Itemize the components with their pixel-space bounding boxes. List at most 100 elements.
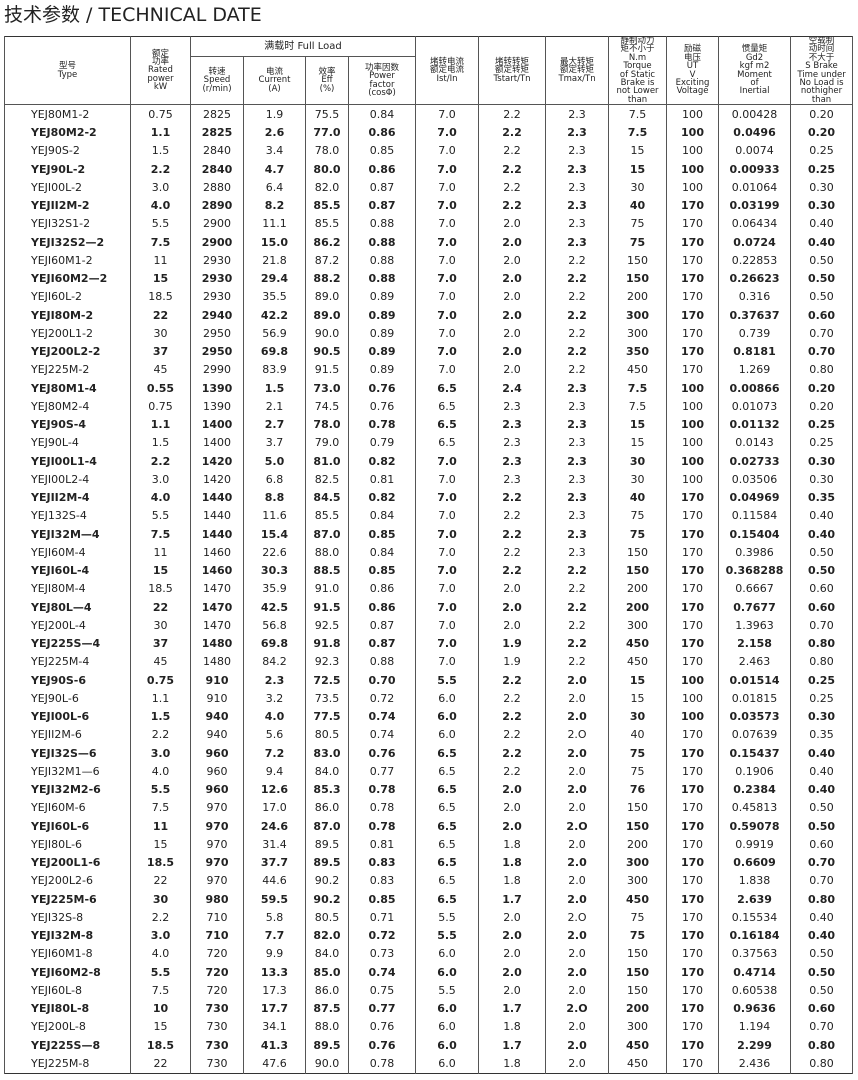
table-row: YEJ132S-4 5.5 1440 11.6 85.5 0.84 7.0 2.2 2.3 75 1… [4,506,854,525]
table-cell: 2.0 [545,762,610,781]
table-cell: 1460 [190,543,244,562]
table-cell: 2.3 [545,379,610,398]
table-cell: 170 [666,616,720,635]
table-cell: 2.0 [478,342,547,361]
table-cell: 0.20 [790,104,854,124]
table-cell: 2.2 [545,579,610,598]
table-cell: 0.316 [718,287,792,306]
table-cell: 0.3986 [718,543,792,562]
table-cell: 45 [130,652,191,671]
header-line: 转速 [208,67,226,78]
table-cell: 34.1 [243,1017,306,1036]
table-cell: 74.5 [305,397,349,416]
table-cell: 7.0 [415,287,480,306]
table-cell: 0.50 [790,963,854,982]
header-line: 矩不小于 [620,44,655,55]
table-cell: 69.8 [243,634,306,653]
table-cell: 40 [608,196,668,215]
table-cell: YEJ200L1-2 [4,324,131,343]
table-cell: YEJ80M2-2 [4,123,131,142]
table-cell: 910 [190,689,244,708]
table-cell: 2.0 [545,1054,610,1073]
table-cell: 0.30 [790,178,854,197]
table-cell: 15 [130,269,191,288]
header-line: 最大转矩 [560,57,595,68]
header-line: Ist/In [436,73,458,84]
table-cell: 11.1 [243,214,306,233]
table-cell: 300 [608,616,668,635]
table-cell: 0.50 [790,251,854,270]
table-cell: 2.0 [478,579,547,598]
table-cell: 450 [608,1036,668,1055]
table-cell: 2930 [190,269,244,288]
table-cell: 0.59078 [718,817,792,836]
table-cell: 7.0 [415,543,480,562]
table-cell: 0.80 [790,634,854,653]
table-cell: 89.5 [305,1036,349,1055]
header-line: V [689,69,696,80]
table-cell: YEJI60L-4 [4,561,131,580]
table-row: YEJI60L-8 7.5 720 17.3 86.0 0.75 5.5 2.0 2.0 150 1… [4,981,854,1000]
table-cell: 75 [608,744,668,763]
table-row: YEJ200L1-2 30 2950 56.9 90.0 0.89 7.0 2.0 2.2 300… [4,324,854,343]
table-cell: 1.3963 [718,616,792,635]
table-cell: YEJ200L-4 [4,616,131,635]
table-cell: 2.3 [545,196,610,215]
table-cell: 2.0 [478,360,547,379]
table-cell: 6.0 [415,999,480,1018]
table-cell: 2.6 [243,123,306,142]
header-line: factor [369,79,395,90]
table-cell: 3.4 [243,141,306,160]
table-cell: 2.3 [545,506,610,525]
table-cell: 76 [608,780,668,799]
table-cell: 170 [666,306,720,325]
group-label: 满载时 Full Load [264,40,342,52]
table-cell: 0.74 [347,963,417,982]
table-cell: 0.15404 [718,525,792,544]
header-line: Power [369,71,395,82]
table-cell: 82.0 [305,926,349,945]
table-cell: 2.0 [478,269,547,288]
table-cell: 0.75 [347,981,417,1000]
table-cell: YEJ225S—4 [4,634,131,653]
table-cell: 2.0 [545,926,610,945]
table-row: YEJ90S-2 1.5 2840 3.4 78.0 0.85 7.0 2.2 2.3 15 100… [4,141,854,160]
table-cell: 90.0 [305,324,349,343]
header-line: 电压 [684,52,702,63]
table-cell: 1.5 [243,379,306,398]
table-cell: 0.60 [790,999,854,1018]
header-line: 型号 [58,61,76,72]
table-cell: 0.81 [347,835,417,854]
table-cell: 2.0 [545,1036,610,1055]
table-cell: 0.35 [790,725,854,744]
header-line: nothigher [800,86,843,97]
table-cell: 2.2 [130,452,191,471]
table-cell: 0.9636 [718,999,792,1018]
table-cell: 6.5 [415,379,480,398]
table-row: YEJ225M-8 22 730 47.6 90.0 0.78 6.0 1.8 2.0 450 17… [4,1054,854,1073]
table-cell: 2.0 [545,981,610,1000]
table-cell: 7.0 [415,525,480,544]
table-cell: 0.50 [790,287,854,306]
table-cell: 0.76 [347,744,417,763]
table-cell: 170 [666,1017,720,1036]
table-cell: 2.2 [478,707,547,726]
table-cell: 0.82 [347,488,417,507]
table-cell: 5.5 [415,981,480,1000]
table-cell: 29.4 [243,269,306,288]
table-cell: 2.2 [478,160,547,179]
table-cell: 0.72 [347,689,417,708]
table-row: YEJI60M-4 11 1460 22.6 88.0 0.84 7.0 2.2 2.3 150 1… [4,543,854,562]
table-row: YEJ80M1-2 0.75 2825 1.9 75.5 0.84 7.0 2.2 2.3 7.5… [4,104,854,124]
table-cell: 200 [608,835,668,854]
table-cell: YEJ80L—4 [4,598,131,617]
table-cell: 2.O [545,725,610,744]
table-cell: 170 [666,506,720,525]
table-cell: 170 [666,324,720,343]
table-cell: 2.3 [545,233,610,252]
table-row: YEJI32S—6 3.0 960 7.2 83.0 0.76 6.5 2.2 2.0 75 170… [4,744,854,763]
header-line: Inertial [739,86,770,97]
table-cell: 1470 [190,616,244,635]
table-cell: YEJ80M2-4 [4,397,131,416]
header-line: Rated [148,65,173,76]
